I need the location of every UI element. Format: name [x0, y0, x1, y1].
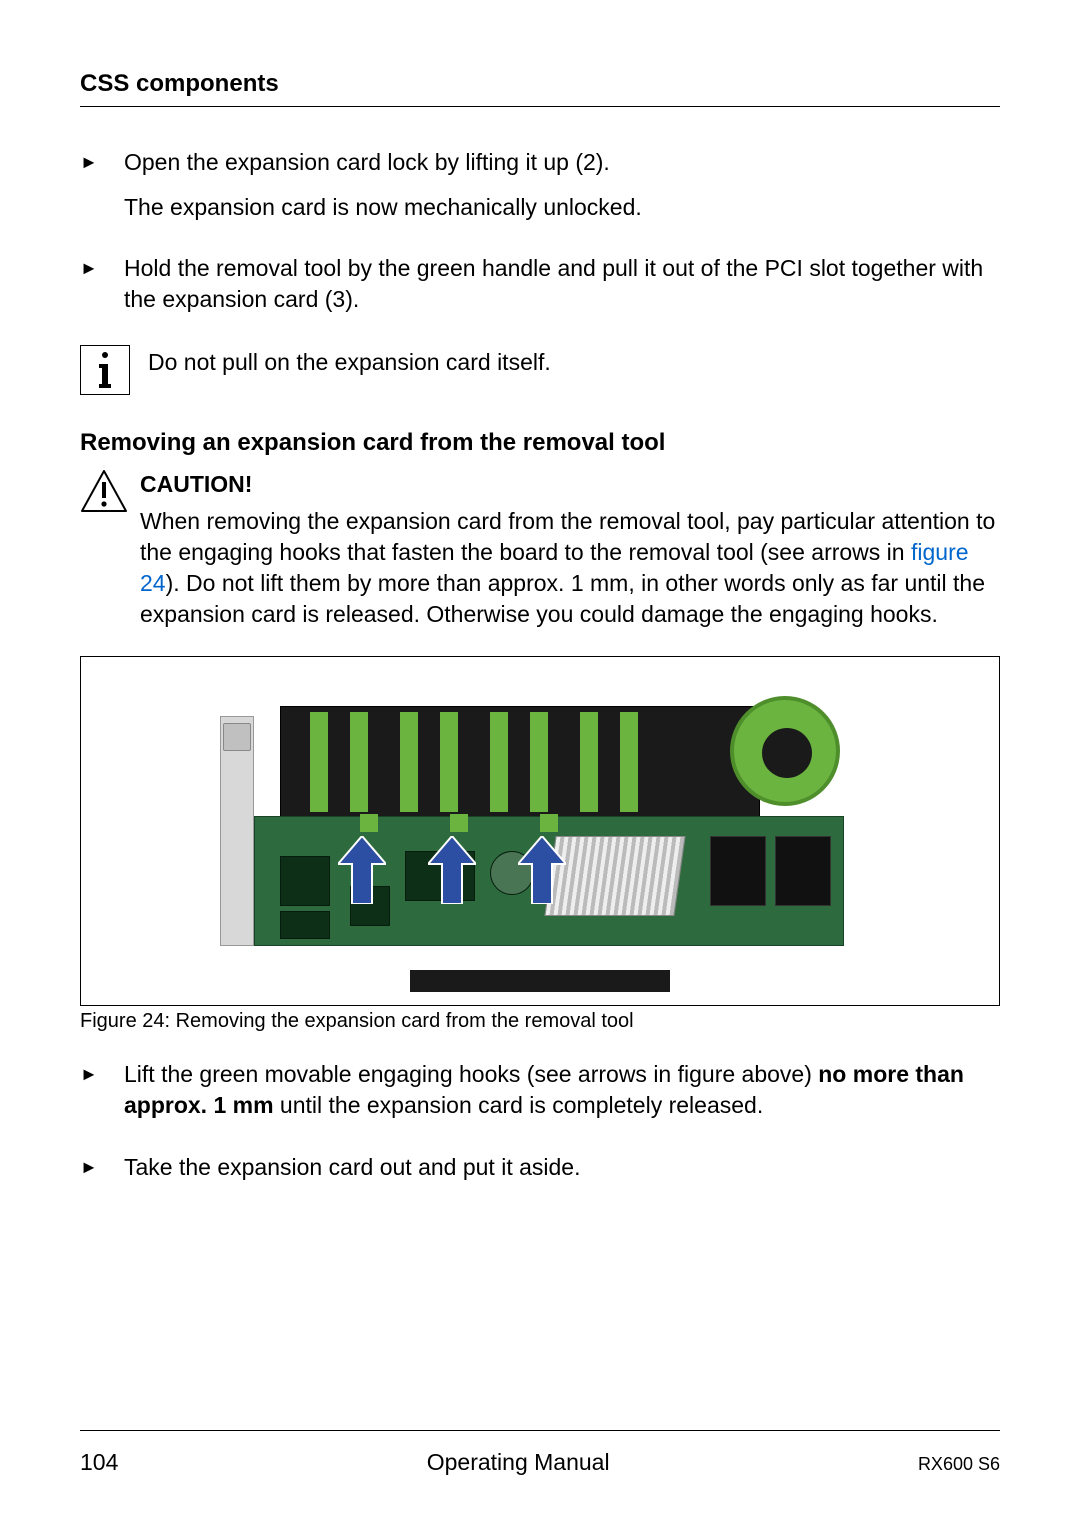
figure-box — [80, 656, 1000, 1006]
caution-block: CAUTION! When removing the expansion car… — [80, 469, 1000, 630]
step-text-pre: Lift the green movable engaging hooks (s… — [124, 1061, 818, 1087]
figure-caption: Figure 24: Removing the expansion card f… — [80, 1010, 1000, 1033]
step-item: ► Take the expansion card out and put it… — [80, 1152, 1000, 1197]
header-rule — [80, 106, 1000, 107]
step-text: Open the expansion card lock by lifting … — [124, 147, 1000, 178]
step-text: Take the expansion card out and put it a… — [124, 1152, 1000, 1183]
step-text-pre: Take the expansion card out and put it a… — [124, 1154, 580, 1180]
step-marker-icon: ► — [80, 253, 124, 280]
step-marker-icon: ► — [80, 1059, 124, 1086]
page-header-title: CSS components — [80, 70, 1000, 106]
info-icon — [80, 345, 130, 395]
section-subheading: Removing an expansion card from the remo… — [80, 429, 1000, 457]
caution-text-pre: When removing the expansion card from th… — [140, 508, 995, 565]
info-text: Do not pull on the expansion card itself… — [148, 345, 551, 378]
step-marker-icon: ► — [80, 1152, 124, 1179]
caution-text-post: ). Do not lift them by more than approx.… — [140, 570, 985, 627]
info-note: Do not pull on the expansion card itself… — [80, 345, 1000, 395]
footer-center: Operating Manual — [427, 1449, 610, 1476]
step-marker-icon: ► — [80, 147, 124, 174]
footer-page-number: 104 — [80, 1449, 118, 1476]
step-text: The expansion card is now mechanically u… — [124, 192, 1000, 223]
step-item: ► Hold the removal tool by the green han… — [80, 253, 1000, 329]
caution-text: When removing the expansion card from th… — [140, 506, 1000, 630]
expansion-card-illustration — [220, 686, 860, 976]
page-footer: 104 Operating Manual RX600 S6 — [80, 1430, 1000, 1476]
step-text: Hold the removal tool by the green handl… — [124, 253, 1000, 315]
step-item: ► Open the expansion card lock by liftin… — [80, 147, 1000, 237]
step-text-post: until the expansion card is completely r… — [274, 1092, 764, 1118]
caution-icon — [80, 469, 130, 518]
footer-right: RX600 S6 — [918, 1454, 1000, 1475]
caution-title: CAUTION! — [140, 469, 1000, 500]
step-item: ► Lift the green movable engaging hooks … — [80, 1059, 1000, 1135]
step-text: Lift the green movable engaging hooks (s… — [124, 1059, 1000, 1121]
